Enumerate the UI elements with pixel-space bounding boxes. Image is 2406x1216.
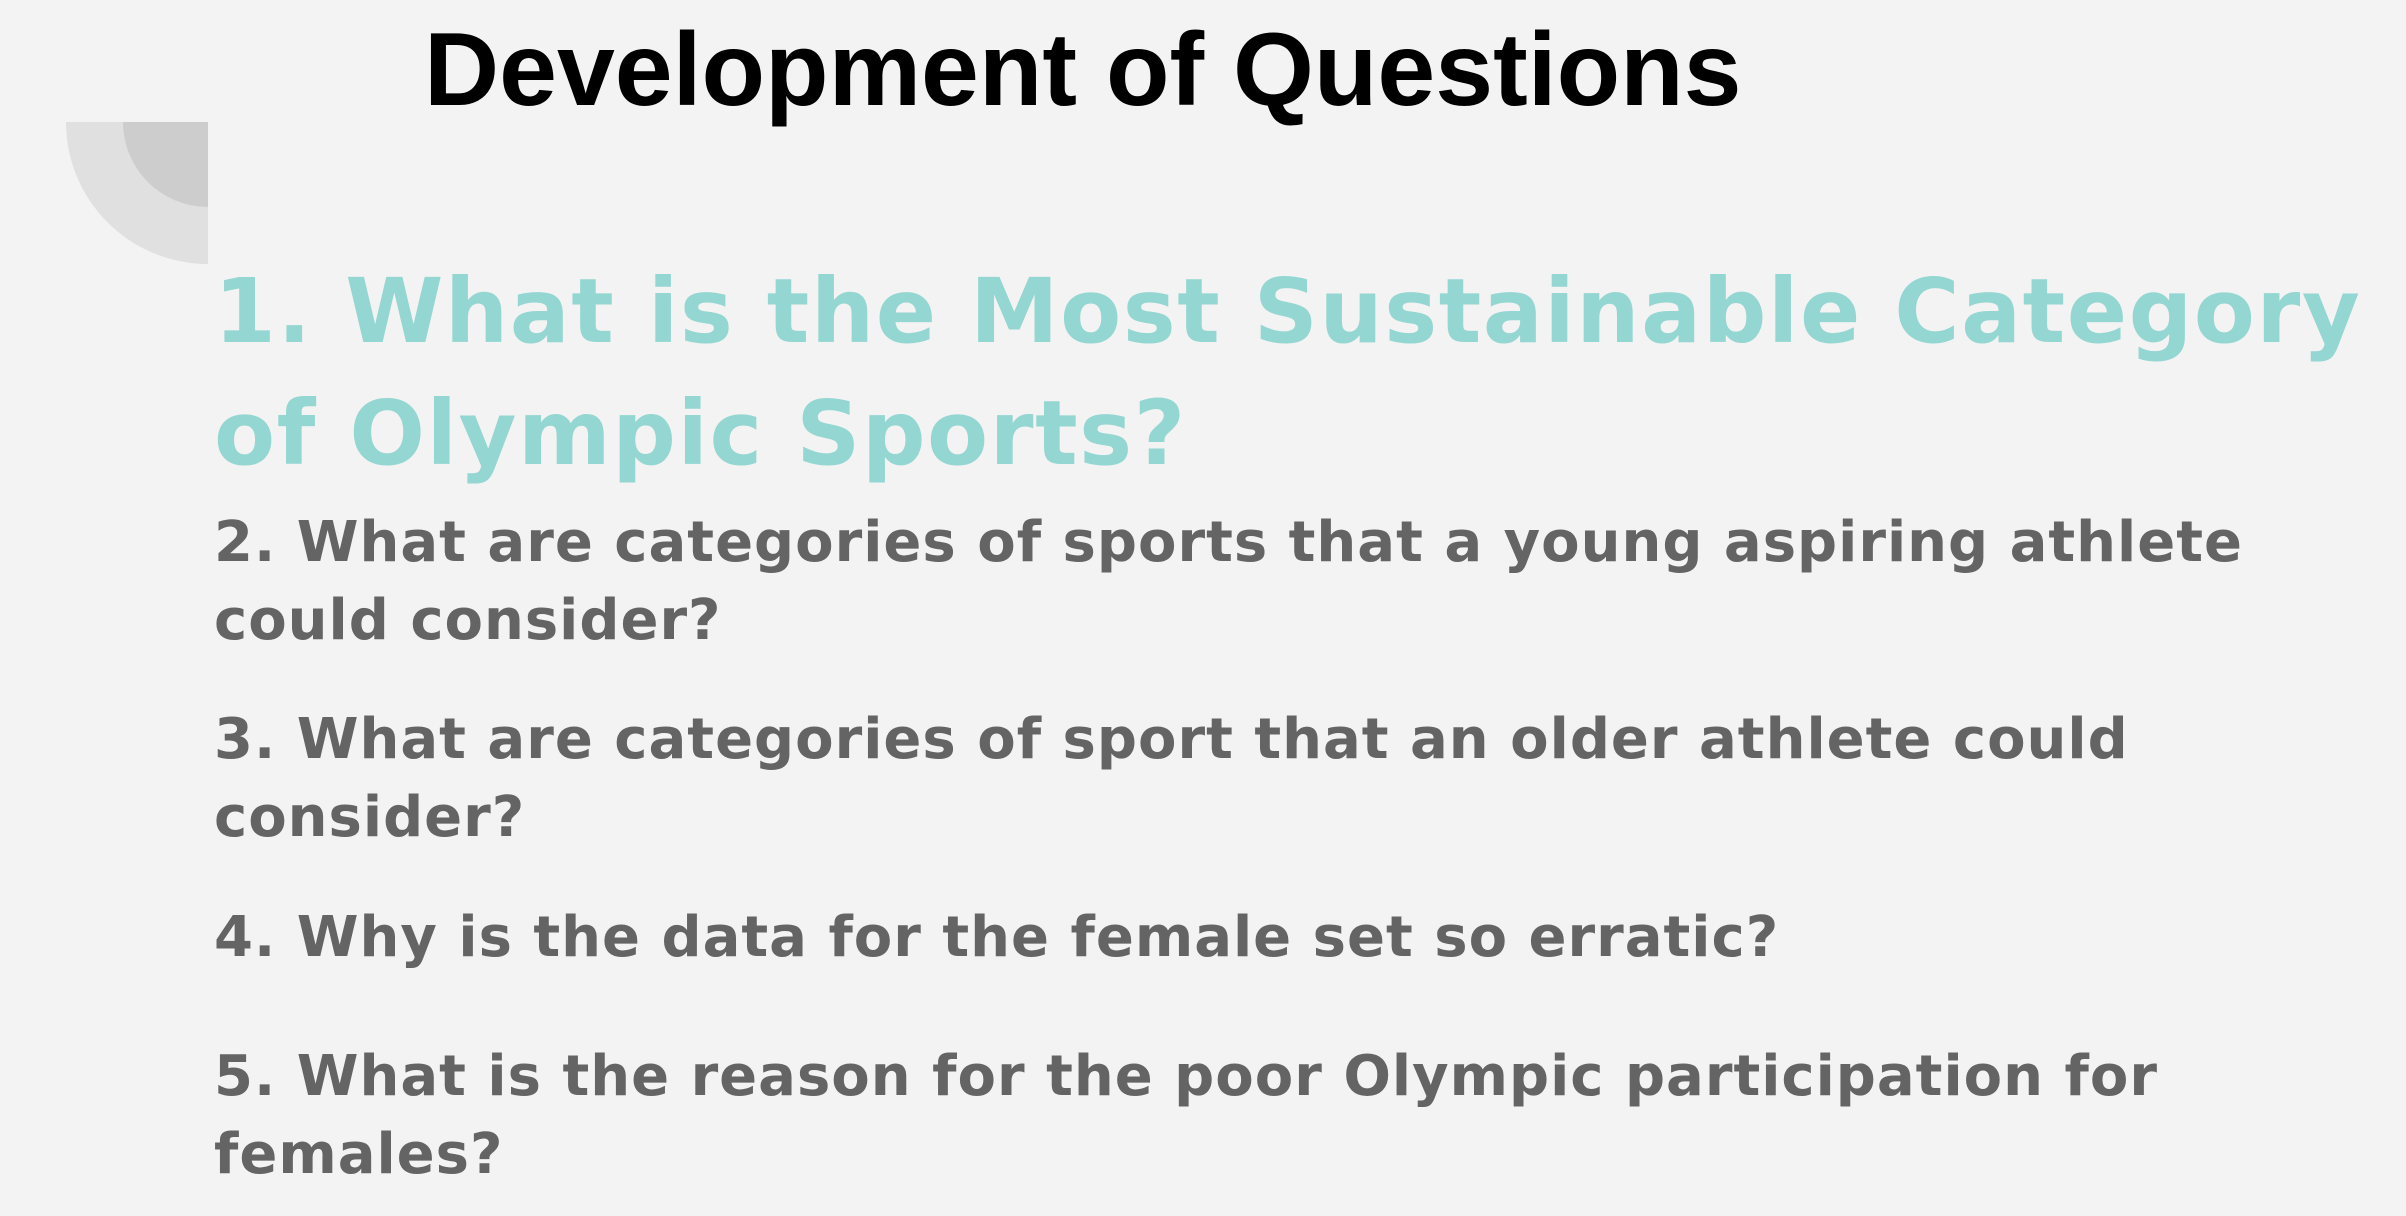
question-4-line-1: 4. Why is the data for the female set so… bbox=[214, 905, 1780, 970]
question-1-line-1: 1. What is the Most Sustainable Category bbox=[214, 259, 2362, 363]
question-2-line-1: 2. What are categories of sports that a … bbox=[214, 510, 2243, 575]
question-5-line-1: 5. What is the reason for the poor Olymp… bbox=[214, 1044, 2158, 1109]
quarter-circle-ornament bbox=[66, 122, 208, 264]
question-5-line-2: females? bbox=[214, 1122, 504, 1187]
question-1: 1. What is the Most Sustainable Category… bbox=[214, 250, 2361, 494]
question-4: 4. Why is the data for the female set so… bbox=[214, 899, 1779, 977]
question-3-line-1: 3. What are categories of sport that an … bbox=[214, 707, 2129, 772]
question-2-line-2: could consider? bbox=[214, 588, 722, 653]
slide-title: Development of Questions bbox=[424, 12, 1742, 128]
question-1-line-2: of Olympic Sports? bbox=[214, 381, 1187, 485]
question-2: 2. What are categories of sports that a … bbox=[214, 504, 2243, 660]
question-3-line-2: consider? bbox=[214, 785, 526, 850]
question-3: 3. What are categories of sport that an … bbox=[214, 701, 2129, 857]
question-5: 5. What is the reason for the poor Olymp… bbox=[214, 1038, 2158, 1194]
ornament-inner-arc bbox=[123, 122, 208, 207]
